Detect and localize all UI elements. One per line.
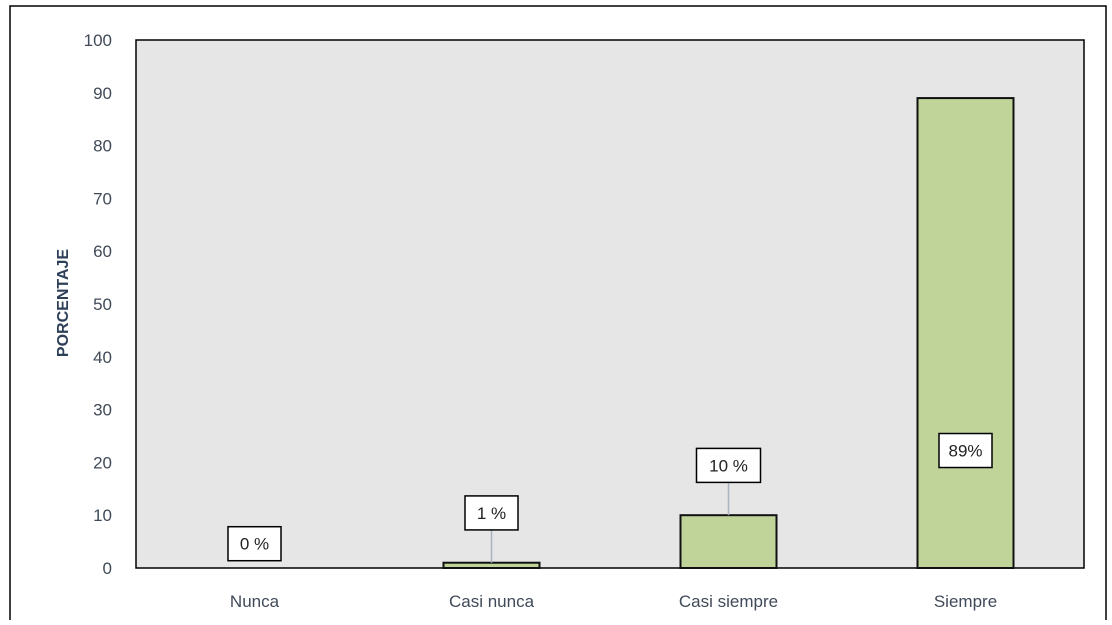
y-tick-label: 80 bbox=[93, 137, 112, 156]
x-tick-label: Nunca bbox=[230, 592, 280, 611]
y-tick-label: 20 bbox=[93, 453, 112, 472]
y-tick-label: 60 bbox=[93, 242, 112, 261]
y-tick-label: 100 bbox=[84, 31, 112, 50]
bar bbox=[442, 561, 541, 569]
y-tick-label: 40 bbox=[93, 348, 112, 367]
bar bbox=[679, 514, 778, 570]
x-tick-label: Siempre bbox=[934, 592, 997, 611]
data-label-box bbox=[938, 432, 993, 469]
data-labels: 0 % 1 % 10 % 89% bbox=[227, 432, 993, 562]
y-tick-label: 10 bbox=[93, 506, 112, 525]
y-tick-label: 90 bbox=[93, 84, 112, 103]
data-label-box bbox=[695, 447, 762, 484]
x-tick-label: Casi siempre bbox=[679, 592, 778, 611]
y-tick-label: 30 bbox=[93, 401, 112, 420]
chart-frame bbox=[9, 5, 1107, 620]
data-label-box bbox=[464, 495, 519, 531]
data-label: 10 % bbox=[709, 456, 748, 475]
bars bbox=[442, 97, 1015, 570]
data-label-leaders bbox=[490, 482, 730, 563]
data-label: 0 % bbox=[240, 535, 269, 554]
data-label-box bbox=[227, 525, 282, 562]
y-axis-ticks: 0 10 20 30 40 50 60 70 80 90 100 bbox=[84, 31, 112, 578]
x-axis-ticks: Nunca Casi nunca Casi siempre Siempre bbox=[230, 592, 997, 611]
y-tick-label: 0 bbox=[103, 559, 112, 578]
data-label: 1 % bbox=[477, 504, 506, 523]
x-tick-label: Casi nunca bbox=[449, 592, 535, 611]
y-tick-label: 70 bbox=[93, 189, 112, 208]
y-tick-label: 50 bbox=[93, 295, 112, 314]
y-axis-title: PORCENTAJE bbox=[55, 249, 72, 357]
data-label: 89% bbox=[948, 442, 982, 461]
bar bbox=[916, 97, 1015, 570]
